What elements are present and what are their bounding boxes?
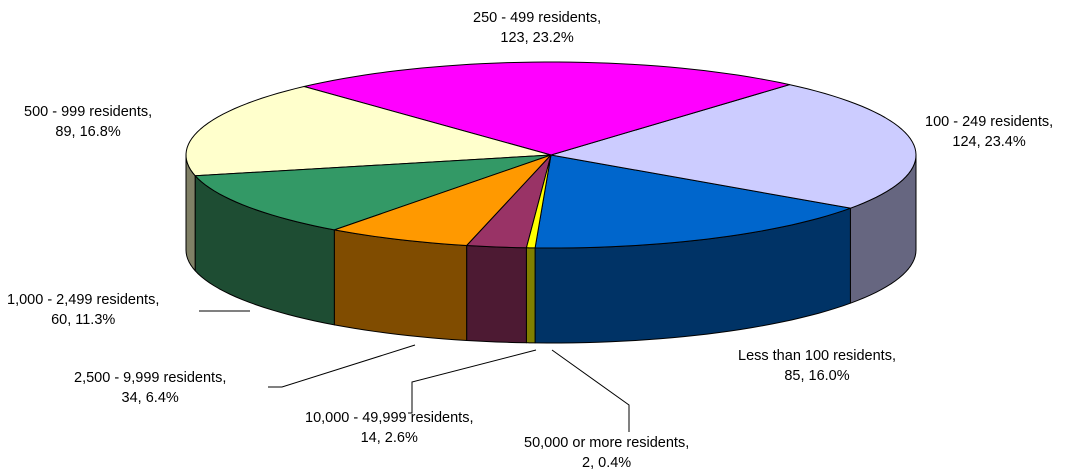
slice-label-name: 500 - 999 residents, — [24, 102, 152, 122]
slice-label-name: 1,000 - 2,499 residents, — [7, 290, 159, 310]
slice-label-1000-2499: 1,000 - 2,499 residents, 60, 11.3% — [7, 290, 159, 330]
slice-label-name: 250 - 499 residents, — [473, 8, 601, 28]
slice-label-less-than-100: Less than 100 residents, 85, 16.0% — [738, 346, 896, 386]
slice-label-50000-plus: 50,000 or more residents, 2, 0.4% — [524, 433, 689, 473]
pie-side-7 — [526, 248, 535, 343]
slice-label-value: 85, 16.0% — [738, 366, 896, 386]
slice-label-value: 34, 6.4% — [74, 388, 226, 408]
pie-tops — [186, 62, 916, 248]
slice-label-name: Less than 100 residents, — [738, 346, 896, 366]
slice-label-value: 14, 2.6% — [305, 428, 473, 448]
leader-2500-9999 — [268, 345, 415, 387]
slice-label-value: 2, 0.4% — [524, 453, 689, 473]
slice-label-name: 100 - 249 residents, — [925, 112, 1053, 132]
slice-label-value: 123, 23.2% — [473, 28, 601, 48]
leader-10000-49999 — [408, 350, 536, 413]
slice-label-250-499: 250 - 499 residents, 123, 23.2% — [473, 8, 601, 48]
slice-label-500-999: 500 - 999 residents, 89, 16.8% — [24, 102, 152, 142]
pie-side-6 — [467, 245, 527, 342]
slice-label-100-249: 100 - 249 residents, 124, 23.4% — [925, 112, 1053, 152]
pie-side-5 — [334, 230, 466, 341]
slice-label-value: 60, 11.3% — [7, 310, 159, 330]
slice-label-name: 50,000 or more residents, — [524, 433, 689, 453]
slice-label-name: 2,500 - 9,999 residents, — [74, 368, 226, 388]
slice-label-value: 124, 23.4% — [925, 132, 1053, 152]
slice-label-2500-9999: 2,500 - 9,999 residents, 34, 6.4% — [74, 368, 226, 408]
leader-50000-plus — [552, 350, 629, 432]
slice-label-value: 89, 16.8% — [24, 122, 152, 142]
slice-label-10000-49999: 10,000 - 49,999 residents, 14, 2.6% — [305, 408, 473, 448]
slice-label-name: 10,000 - 49,999 residents, — [305, 408, 473, 428]
